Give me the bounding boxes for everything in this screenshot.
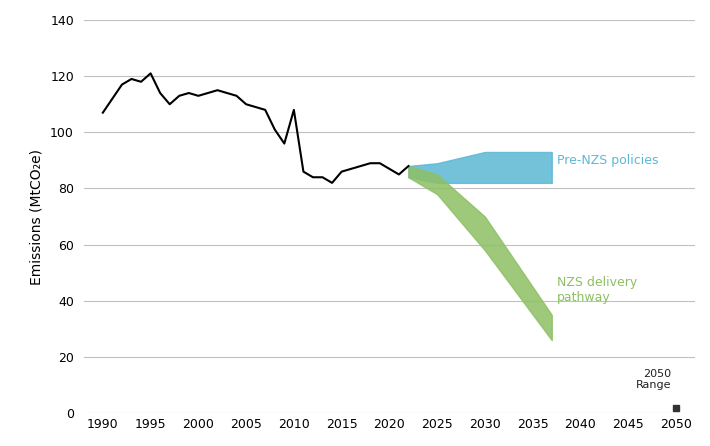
Text: 2050
Range: 2050 Range — [635, 369, 671, 390]
Y-axis label: Emissions (MtCO₂e): Emissions (MtCO₂e) — [29, 149, 43, 285]
Text: Pre-NZS policies: Pre-NZS policies — [557, 154, 658, 167]
Text: NZS delivery
pathway: NZS delivery pathway — [557, 276, 637, 304]
